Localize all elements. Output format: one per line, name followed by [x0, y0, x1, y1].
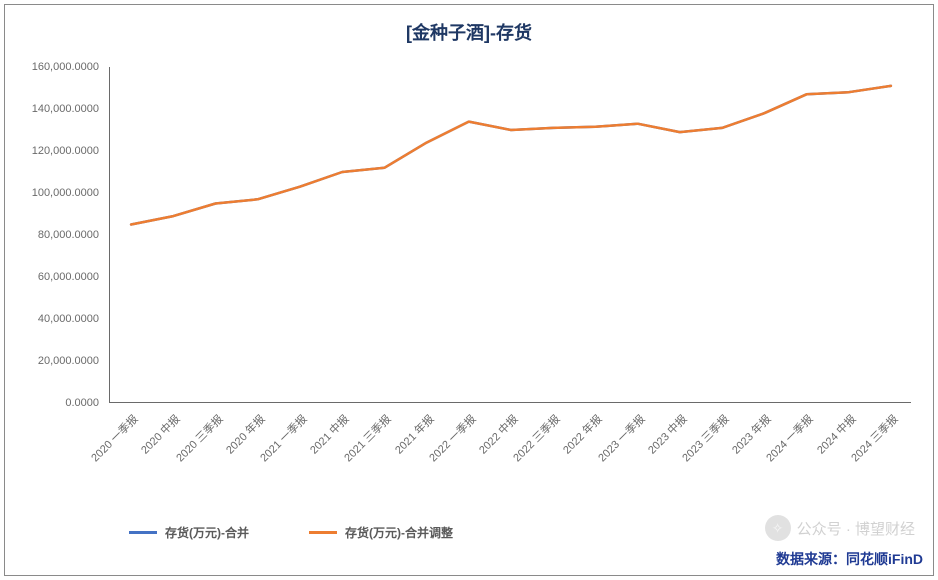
legend-item-1: 存货(万元)-合并调整 [309, 524, 453, 541]
chart-title: [金种子酒]-存货 [5, 19, 933, 45]
legend-label: 存货(万元)-合并调整 [345, 524, 453, 541]
watermark: ✧ 公众号 · 博望财经 [765, 515, 915, 541]
series-line-1 [131, 86, 891, 225]
data-source-footer: 数据来源：同花顺iFinD [776, 549, 923, 569]
x-axis-tick-label: 2020 一季报 [87, 411, 141, 465]
legend-swatch [129, 531, 157, 534]
legend-swatch [309, 531, 337, 534]
plot-area [109, 67, 911, 403]
line-chart-svg [110, 67, 912, 403]
y-axis-tick-label: 140,000.0000 [32, 103, 99, 115]
y-axis-tick-label: 20,000.0000 [38, 355, 99, 367]
wechat-icon: ✧ [765, 515, 791, 541]
y-axis-tick-label: 40,000.0000 [38, 313, 99, 325]
y-axis-tick-label: 0.0000 [65, 397, 99, 409]
y-axis-tick-label: 60,000.0000 [38, 271, 99, 283]
y-axis-tick-label: 120,000.0000 [32, 145, 99, 157]
legend-label: 存货(万元)-合并 [165, 524, 249, 541]
y-axis-tick-label: 80,000.0000 [38, 229, 99, 241]
y-axis-tick-label: 160,000.0000 [32, 61, 99, 73]
y-axis-tick-label: 100,000.0000 [32, 187, 99, 199]
legend-item-0: 存货(万元)-合并 [129, 524, 249, 541]
watermark-text: 公众号 · 博望财经 [797, 518, 915, 539]
chart-frame: [金种子酒]-存货 存货(万元)-合并 存货(万元)-合并调整 ✧ 公众号 · 博… [4, 4, 934, 576]
